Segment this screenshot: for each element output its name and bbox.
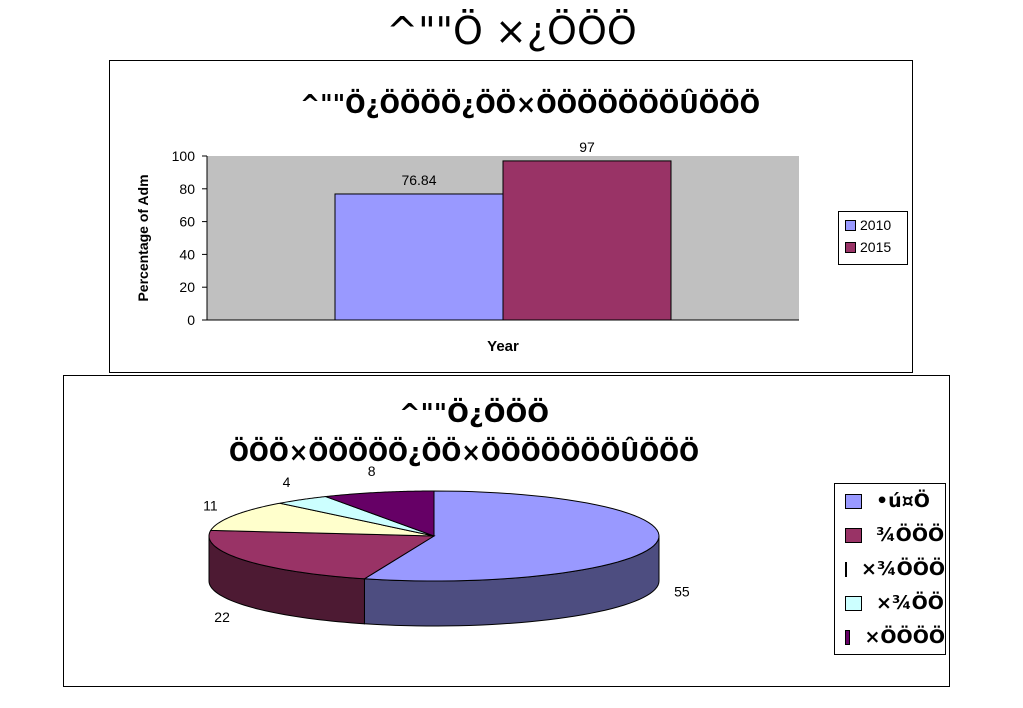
pie-data-label: 8 [368,463,376,479]
bars: 76.84 97 [334,139,672,321]
bar-2010 [334,193,504,321]
pie-legend-item: •ú¤Ö [835,484,945,518]
legend-swatch [845,219,856,231]
legend-swatch [845,493,862,509]
legend-swatch [845,561,847,577]
bar-data-label: 97 [579,139,595,155]
pie-slice [362,490,660,582]
y-tick-label: 80 [179,181,195,197]
pie-data-label: 22 [214,609,230,625]
legend-label: ×¾ÖÖ [876,592,944,614]
bar-legend: 2010 2015 [838,211,908,265]
y-tick-label: 60 [179,214,195,230]
legend-swatch [845,241,856,253]
pie-slice [209,502,435,537]
y-axis-label: Percentage of Adm [135,174,151,301]
x-axis-label: Year [487,338,519,355]
pie-data-label: 55 [674,584,690,600]
legend-item-2015: 2015 [839,236,907,258]
legend-swatch [845,527,862,543]
legend-label: ×¾ÖÖÖ [861,558,946,580]
pie-chart-title-line2: ÖÖÖ×ÖÖÖÖÖ¿ÖÖ×ÖÖÖÖÖÖÖÛÖÖÖ [229,435,699,468]
pie-chart: ^""Ö¿ÖÖÖ ÖÖÖ×ÖÖÖÖÖ¿ÖÖ×ÖÖÖÖÖÖÖÛÖÖÖ 55 22 11… [203,396,699,627]
pie-slices [208,490,660,627]
y-tick-label: 40 [179,246,195,262]
pie-legend-item: ×¾ÖÖÖ [835,552,945,586]
pie-chart-title-line1: ^""Ö¿ÖÖÖ [399,396,549,429]
legend-item-2010: 2010 [839,214,907,236]
bar-data-label: 76.84 [401,172,436,188]
y-tick-label: 20 [179,279,195,295]
pie-slice [279,496,435,537]
pie-slice [325,490,435,537]
legend-label: ¾ÖÖÖ [876,524,945,546]
legend-label: ×ÖÖÖÖ [864,626,945,648]
pie-legend-item: ×ÖÖÖÖ [835,620,945,654]
legend-label: 2015 [860,239,892,255]
bar-2015 [502,160,672,321]
bar-chart-title: ^""Ö¿ÖÖÖÖ¿ÖÖ×ÖÖÖÖÖÖÖÛÖÖÖ [300,87,760,120]
legend-swatch [845,595,862,611]
bar-chart: ^""Ö¿ÖÖÖÖ¿ÖÖ×ÖÖÖÖÖÖÖÛÖÖÖ 0 20 40 60 80 100 76… [135,87,799,355]
legend-swatch [845,629,851,645]
pie-slice [208,529,436,580]
pie-legend: •ú¤Ö ¾ÖÖÖ ×¾ÖÖÖ ×¾ÖÖ ×ÖÖÖÖ [834,483,946,655]
pie-chart-panel: ^""Ö¿ÖÖÖ ÖÖÖ×ÖÖÖÖÖ¿ÖÖ×ÖÖÖÖÖÖÖÛÖÖÖ 55 22 11… [63,375,950,687]
pie-data-label: 11 [203,498,218,514]
pie-legend-item: ×¾ÖÖ [835,586,945,620]
y-tick-label: 100 [172,148,196,164]
bar-chart-panel: ^""Ö¿ÖÖÖÖ¿ÖÖ×ÖÖÖÖÖÖÖÛÖÖÖ 0 20 40 60 80 100 76… [109,60,913,373]
legend-label: 2010 [860,217,892,233]
pie-labels: 55 22 11 4 8 [203,463,690,625]
y-tick-label: 0 [187,312,195,328]
legend-label: •ú¤Ö [876,490,930,512]
pie-legend-item: ¾ÖÖÖ [835,518,945,552]
pie-data-label: 4 [283,474,291,490]
y-ticks: 0 20 40 60 80 100 [172,148,207,328]
page-title: ^""Ö ×¿ÖÖÖ [386,9,637,53]
